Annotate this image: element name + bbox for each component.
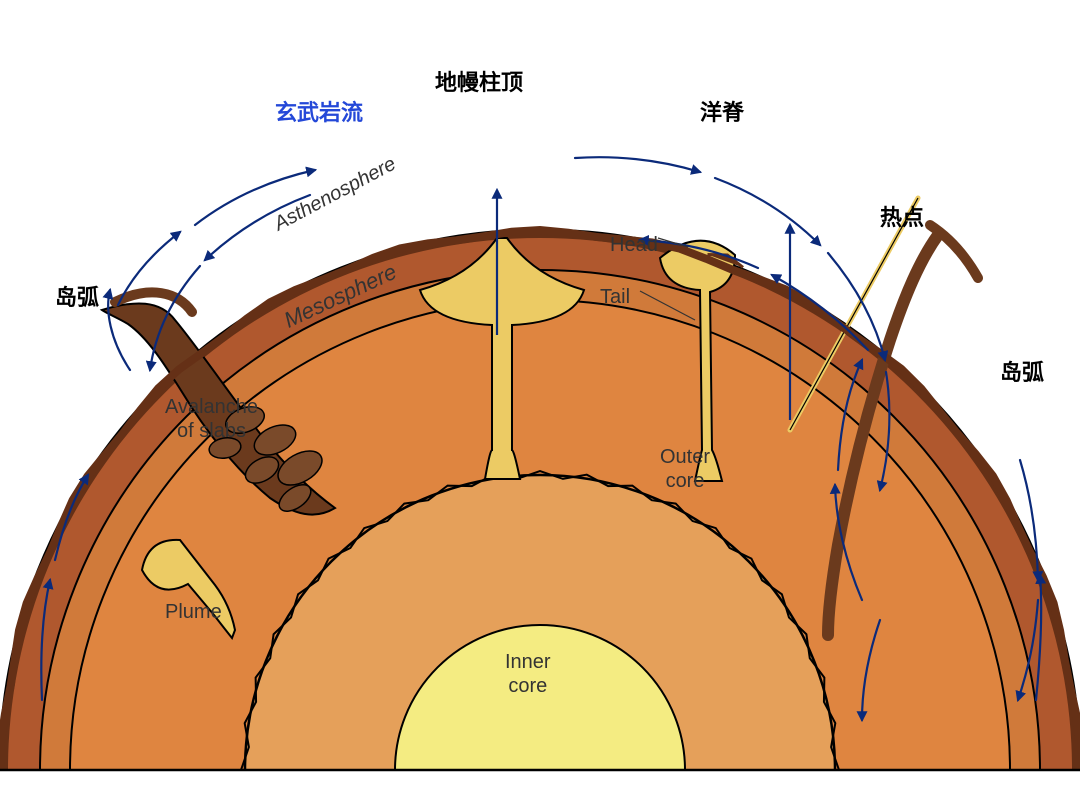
label-island-arc-r: 岛弧: [1000, 360, 1044, 386]
label-inner-core: Inner core: [505, 650, 551, 698]
label-ridge: 洋脊: [700, 100, 744, 126]
label-plume: Plume: [165, 600, 222, 624]
label-avalanche: Avalanche of slabs: [165, 395, 258, 443]
label-island-arc-l: 岛弧: [55, 285, 99, 311]
label-plume-head-top: 地幔柱顶: [435, 70, 523, 96]
label-basalt-flow: 玄武岩流: [275, 100, 363, 126]
label-hotspot: 热点: [880, 205, 924, 231]
label-outer-core: Outer core: [660, 445, 710, 493]
label-tail: Tail: [600, 285, 630, 309]
label-head: Head: [610, 233, 658, 257]
